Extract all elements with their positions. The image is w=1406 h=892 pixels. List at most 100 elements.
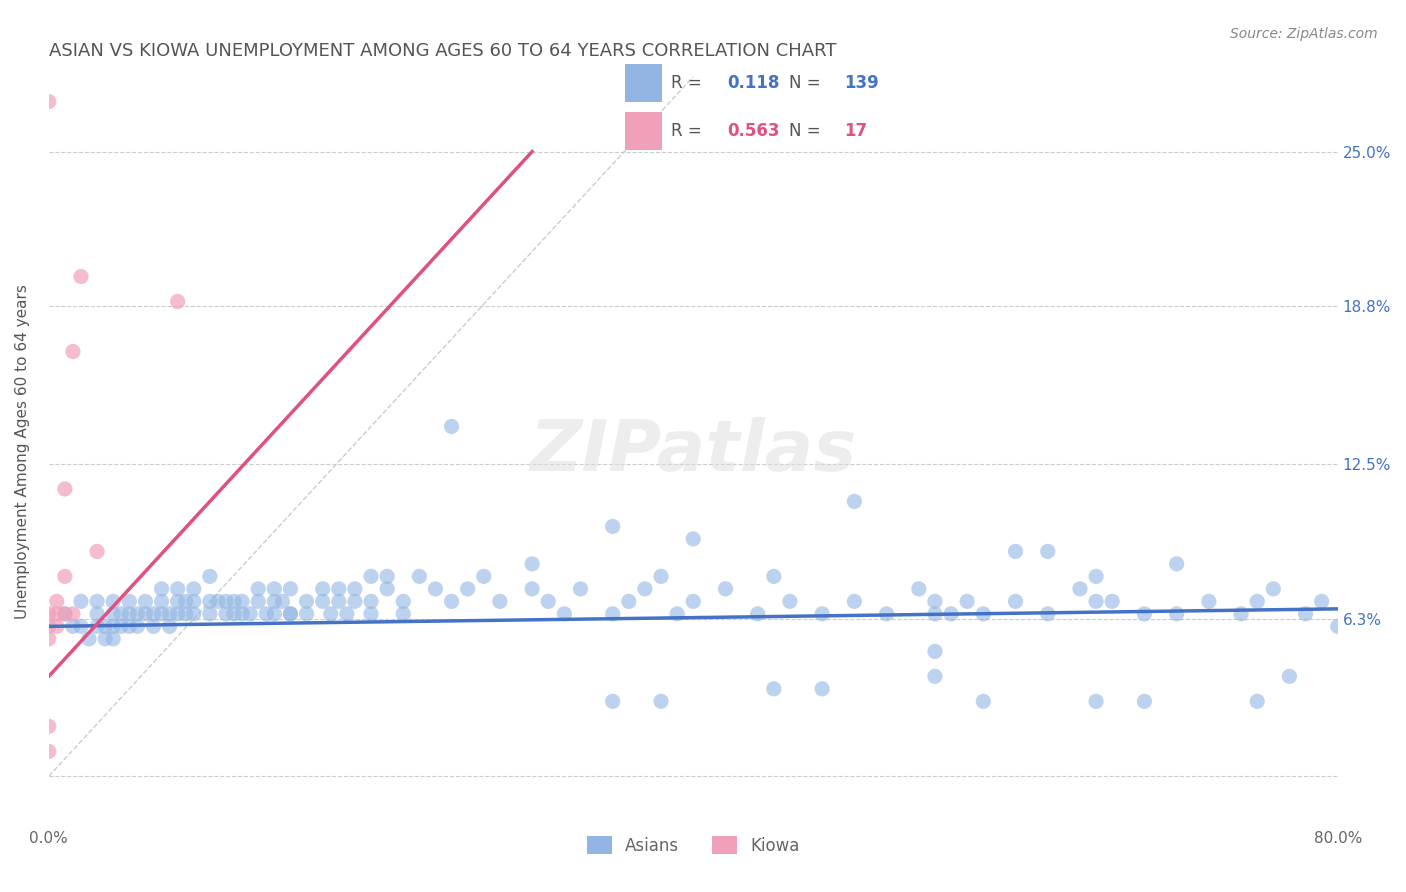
Point <box>1085 594 1108 608</box>
Point <box>1263 582 1285 596</box>
Point <box>924 594 946 608</box>
Point <box>159 619 181 633</box>
Point <box>682 594 704 608</box>
Point <box>110 619 132 633</box>
Text: ZIPatlas: ZIPatlas <box>530 417 856 486</box>
Point <box>714 582 737 596</box>
Point <box>747 607 769 621</box>
Point <box>457 582 479 596</box>
Point <box>634 582 657 596</box>
Point <box>876 607 898 621</box>
Point <box>811 607 834 621</box>
Point <box>1246 694 1268 708</box>
Point <box>939 607 962 621</box>
Point <box>956 594 979 608</box>
Text: N =: N = <box>789 75 825 93</box>
Point <box>142 607 165 621</box>
Point <box>1166 557 1188 571</box>
Y-axis label: Unemployment Among Ages 60 to 64 years: Unemployment Among Ages 60 to 64 years <box>15 284 30 619</box>
Text: 17: 17 <box>845 121 868 139</box>
Point <box>254 607 277 621</box>
Point <box>280 607 302 621</box>
Point <box>45 607 67 621</box>
Point <box>392 607 415 621</box>
Point <box>103 619 125 633</box>
Point <box>62 607 84 621</box>
Point <box>110 607 132 621</box>
Point <box>1230 607 1253 621</box>
Point <box>650 694 672 708</box>
Point <box>602 607 624 621</box>
Point <box>319 607 342 621</box>
Point <box>62 619 84 633</box>
Point <box>1004 594 1026 608</box>
Point <box>280 582 302 596</box>
Text: 0.118: 0.118 <box>727 75 779 93</box>
Point <box>1310 594 1333 608</box>
Point <box>360 569 382 583</box>
Text: N =: N = <box>789 121 825 139</box>
Text: 139: 139 <box>845 75 879 93</box>
Point <box>166 607 188 621</box>
Point <box>1085 694 1108 708</box>
Point <box>183 607 205 621</box>
Point <box>811 681 834 696</box>
Point <box>425 582 447 596</box>
Point <box>183 582 205 596</box>
Point <box>263 607 285 621</box>
Point <box>53 482 76 496</box>
Point <box>295 594 318 608</box>
Point <box>183 594 205 608</box>
Point <box>45 619 67 633</box>
Point <box>280 607 302 621</box>
Point <box>134 594 156 608</box>
Point <box>1133 607 1156 621</box>
Point <box>1101 594 1123 608</box>
Point <box>231 594 253 608</box>
Point <box>520 582 543 596</box>
Point <box>328 582 350 596</box>
Point <box>311 582 333 596</box>
Point <box>166 582 188 596</box>
Point <box>174 594 197 608</box>
Bar <box>624 64 662 102</box>
Text: R =: R = <box>671 75 707 93</box>
Text: Source: ZipAtlas.com: Source: ZipAtlas.com <box>1230 27 1378 41</box>
Point <box>343 594 366 608</box>
Point <box>53 607 76 621</box>
Point <box>166 294 188 309</box>
Point <box>408 569 430 583</box>
Point <box>472 569 495 583</box>
Text: ASIAN VS KIOWA UNEMPLOYMENT AMONG AGES 60 TO 64 YEARS CORRELATION CHART: ASIAN VS KIOWA UNEMPLOYMENT AMONG AGES 6… <box>49 42 837 60</box>
Point <box>142 619 165 633</box>
Point <box>1085 569 1108 583</box>
Point <box>166 594 188 608</box>
Text: 0.563: 0.563 <box>727 121 779 139</box>
Point <box>263 594 285 608</box>
Point <box>520 557 543 571</box>
Point <box>440 594 463 608</box>
Point <box>103 632 125 646</box>
Point <box>336 607 359 621</box>
Point <box>247 594 270 608</box>
Point <box>617 594 640 608</box>
Point <box>602 519 624 533</box>
Point <box>844 594 866 608</box>
Point <box>924 644 946 658</box>
Point <box>360 594 382 608</box>
Point <box>159 607 181 621</box>
Point <box>844 494 866 508</box>
Point <box>38 607 60 621</box>
Point <box>127 619 149 633</box>
Point <box>86 619 108 633</box>
Point <box>94 632 117 646</box>
Bar <box>624 112 662 150</box>
Point <box>103 594 125 608</box>
Point <box>118 594 141 608</box>
Point <box>239 607 262 621</box>
Point <box>222 607 245 621</box>
Point <box>343 582 366 596</box>
Point <box>1246 594 1268 608</box>
Point <box>924 669 946 683</box>
Point <box>103 607 125 621</box>
